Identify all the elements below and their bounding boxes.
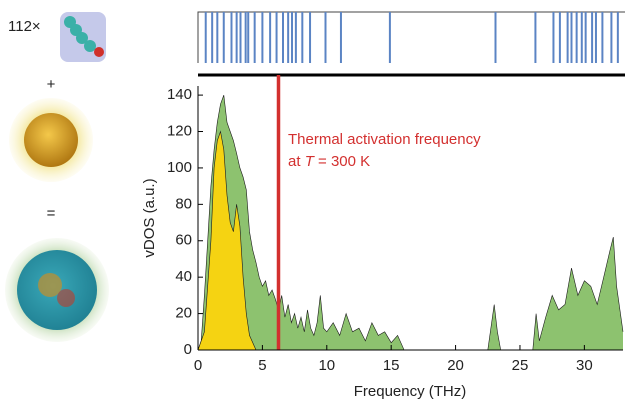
y-axis-label: vDOS (a.u.) (141, 178, 158, 257)
side-label: + (47, 76, 56, 93)
annotation-text: = 300 K (314, 153, 370, 170)
x-tick-label: 25 (512, 357, 529, 374)
area (198, 131, 256, 350)
area-outline (197, 94, 624, 351)
annotation: Thermal activation frequency (288, 131, 481, 148)
y-tick-label: 40 (175, 268, 192, 285)
composite-icon (5, 238, 109, 342)
x-tick-label: 15 (383, 357, 400, 374)
x-tick-label: 10 (318, 357, 335, 374)
modes-frame (197, 11, 625, 63)
y-tick-label: 80 (175, 195, 192, 212)
area-outline (197, 130, 257, 351)
y-tick-label: 60 (175, 232, 192, 249)
nanoparticle-icon (9, 98, 93, 182)
molecule-icon (60, 12, 106, 62)
x-tick-label: 30 (576, 357, 593, 374)
y-tick-label: 140 (167, 86, 192, 103)
side-label: = (47, 205, 56, 222)
y-tick-label: 100 (167, 159, 192, 176)
annotation-text: Thermal activation frequency (288, 131, 481, 148)
x-tick-label: 5 (258, 357, 266, 374)
y-tick-label: 20 (175, 305, 192, 322)
y-tick-label: 120 (167, 122, 192, 139)
x-axis-label: Frequency (THz) (354, 383, 467, 400)
x-tick-label: 20 (447, 357, 464, 374)
annotation-text: at (288, 153, 305, 170)
annotation: at T = 300 K (288, 153, 370, 170)
x-tick-label: 0 (194, 357, 202, 374)
y-tick-label: 0 (184, 341, 192, 358)
annotation-text: T (305, 153, 316, 170)
side-label: 112× (8, 18, 41, 35)
